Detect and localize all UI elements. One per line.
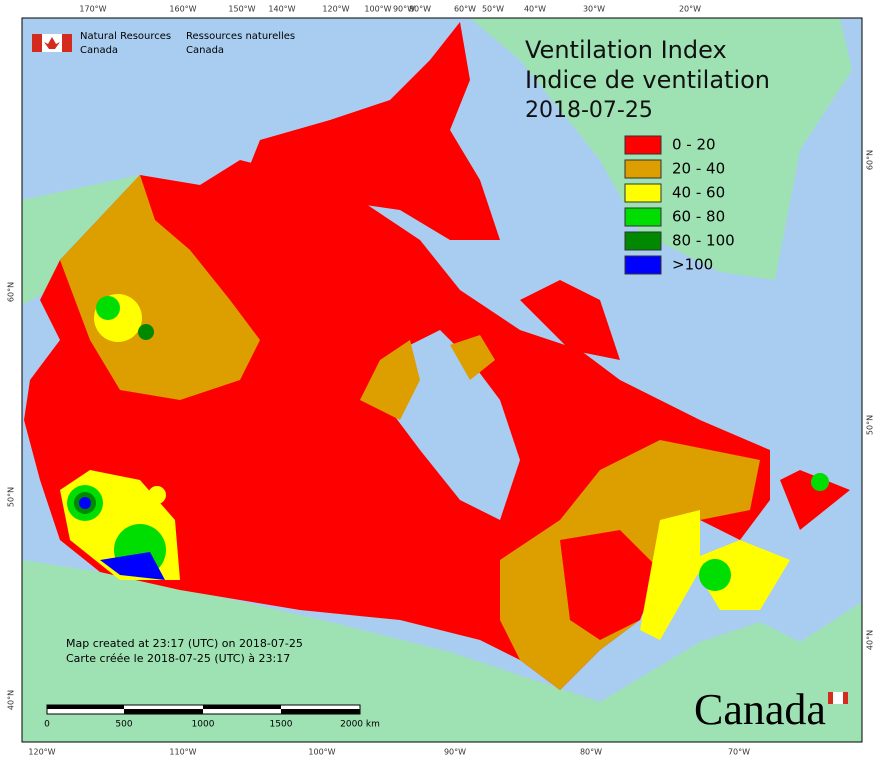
graticule-label: 80°W xyxy=(409,5,431,14)
usa xyxy=(22,560,862,742)
map-title: Indice de ventilation xyxy=(525,66,770,94)
blue-region xyxy=(79,497,91,509)
legend-label: 60 - 80 xyxy=(672,208,725,226)
blue-region xyxy=(100,552,165,580)
red-region xyxy=(560,530,660,640)
agency-name-fr: Canada xyxy=(186,45,224,56)
scale-label: 2000 km xyxy=(340,720,380,730)
legend-label: 80 - 100 xyxy=(672,232,735,250)
green-region xyxy=(699,559,731,591)
credit-note: Carte créée le 2018-07-25 (UTC) à 23:17 xyxy=(66,652,290,665)
graticule-label: 60°W xyxy=(454,5,476,14)
graticule-label: 110°W xyxy=(169,748,196,757)
orange-region xyxy=(450,335,495,380)
scale-label: 0 xyxy=(44,720,50,730)
yellow-region xyxy=(690,540,790,610)
map-title: 2018-07-25 xyxy=(525,98,653,123)
legend-swatch xyxy=(624,135,662,155)
graticule-label: 170°W xyxy=(79,5,106,14)
scale-bar xyxy=(46,704,361,715)
flag-logo xyxy=(32,34,72,52)
graticule-label: 60°N xyxy=(7,282,16,302)
graticule-label: 30°W xyxy=(583,5,605,14)
graticule-label: 50°W xyxy=(482,5,504,14)
yellow-region xyxy=(640,510,700,640)
graticule-label: 80°W xyxy=(580,748,602,757)
graticule-label: 140°W xyxy=(268,5,295,14)
dark-green-region xyxy=(138,324,154,340)
canada-wordmark: Canada xyxy=(694,685,826,734)
newfoundland xyxy=(780,470,850,530)
green-region xyxy=(96,296,120,320)
legend-label: 20 - 40 xyxy=(672,160,725,178)
wordmark-flag xyxy=(828,692,848,704)
graticule-label: 120°W xyxy=(322,5,349,14)
scale-label: 1000 xyxy=(192,720,215,730)
legend-swatch xyxy=(624,183,662,203)
agency-name-fr: Ressources naturelles xyxy=(186,31,295,42)
orange-region xyxy=(60,175,260,400)
arctic-islands xyxy=(240,22,500,240)
graticule-label: 100°W xyxy=(308,748,335,757)
graticule-label: 60°N xyxy=(866,150,875,170)
graticule-label: 90°W xyxy=(393,5,415,14)
yellow-region xyxy=(148,486,166,504)
legend-swatch xyxy=(624,207,662,227)
map-title: Ventilation Index xyxy=(525,36,727,64)
graticule-label: 90°W xyxy=(444,748,466,757)
legend-label: 40 - 60 xyxy=(672,184,725,202)
green-region xyxy=(811,473,829,491)
agency-name-en: Natural Resources xyxy=(80,31,171,42)
graticule-label: 40°N xyxy=(866,630,875,650)
map-frame xyxy=(21,17,863,743)
graticule-label: 160°W xyxy=(169,5,196,14)
graticule-label: 100°W xyxy=(364,5,391,14)
graticule-label: 70°W xyxy=(728,748,750,757)
agency-name-en: Canada xyxy=(80,45,118,56)
graticule-label: 40°N xyxy=(7,690,16,710)
legend-label: >100 xyxy=(672,256,713,274)
graticule-label: 120°W xyxy=(28,748,55,757)
legend-swatch xyxy=(624,159,662,179)
graticule-label: 50°N xyxy=(7,487,16,507)
graticule-label: 150°W xyxy=(228,5,255,14)
credit-note: Map created at 23:17 (UTC) on 2018-07-25 xyxy=(66,637,303,650)
graticule-label: 20°W xyxy=(679,5,701,14)
legend-swatch xyxy=(624,231,662,251)
graticule-label: 40°W xyxy=(524,5,546,14)
scale-label: 1500 xyxy=(270,720,293,730)
legend-label: 0 - 20 xyxy=(672,136,716,154)
orange-region xyxy=(360,340,420,420)
legend-swatch xyxy=(624,255,662,275)
baffin-island xyxy=(520,280,620,360)
scale-label: 500 xyxy=(115,720,132,730)
graticule-label: 50°N xyxy=(866,415,875,435)
